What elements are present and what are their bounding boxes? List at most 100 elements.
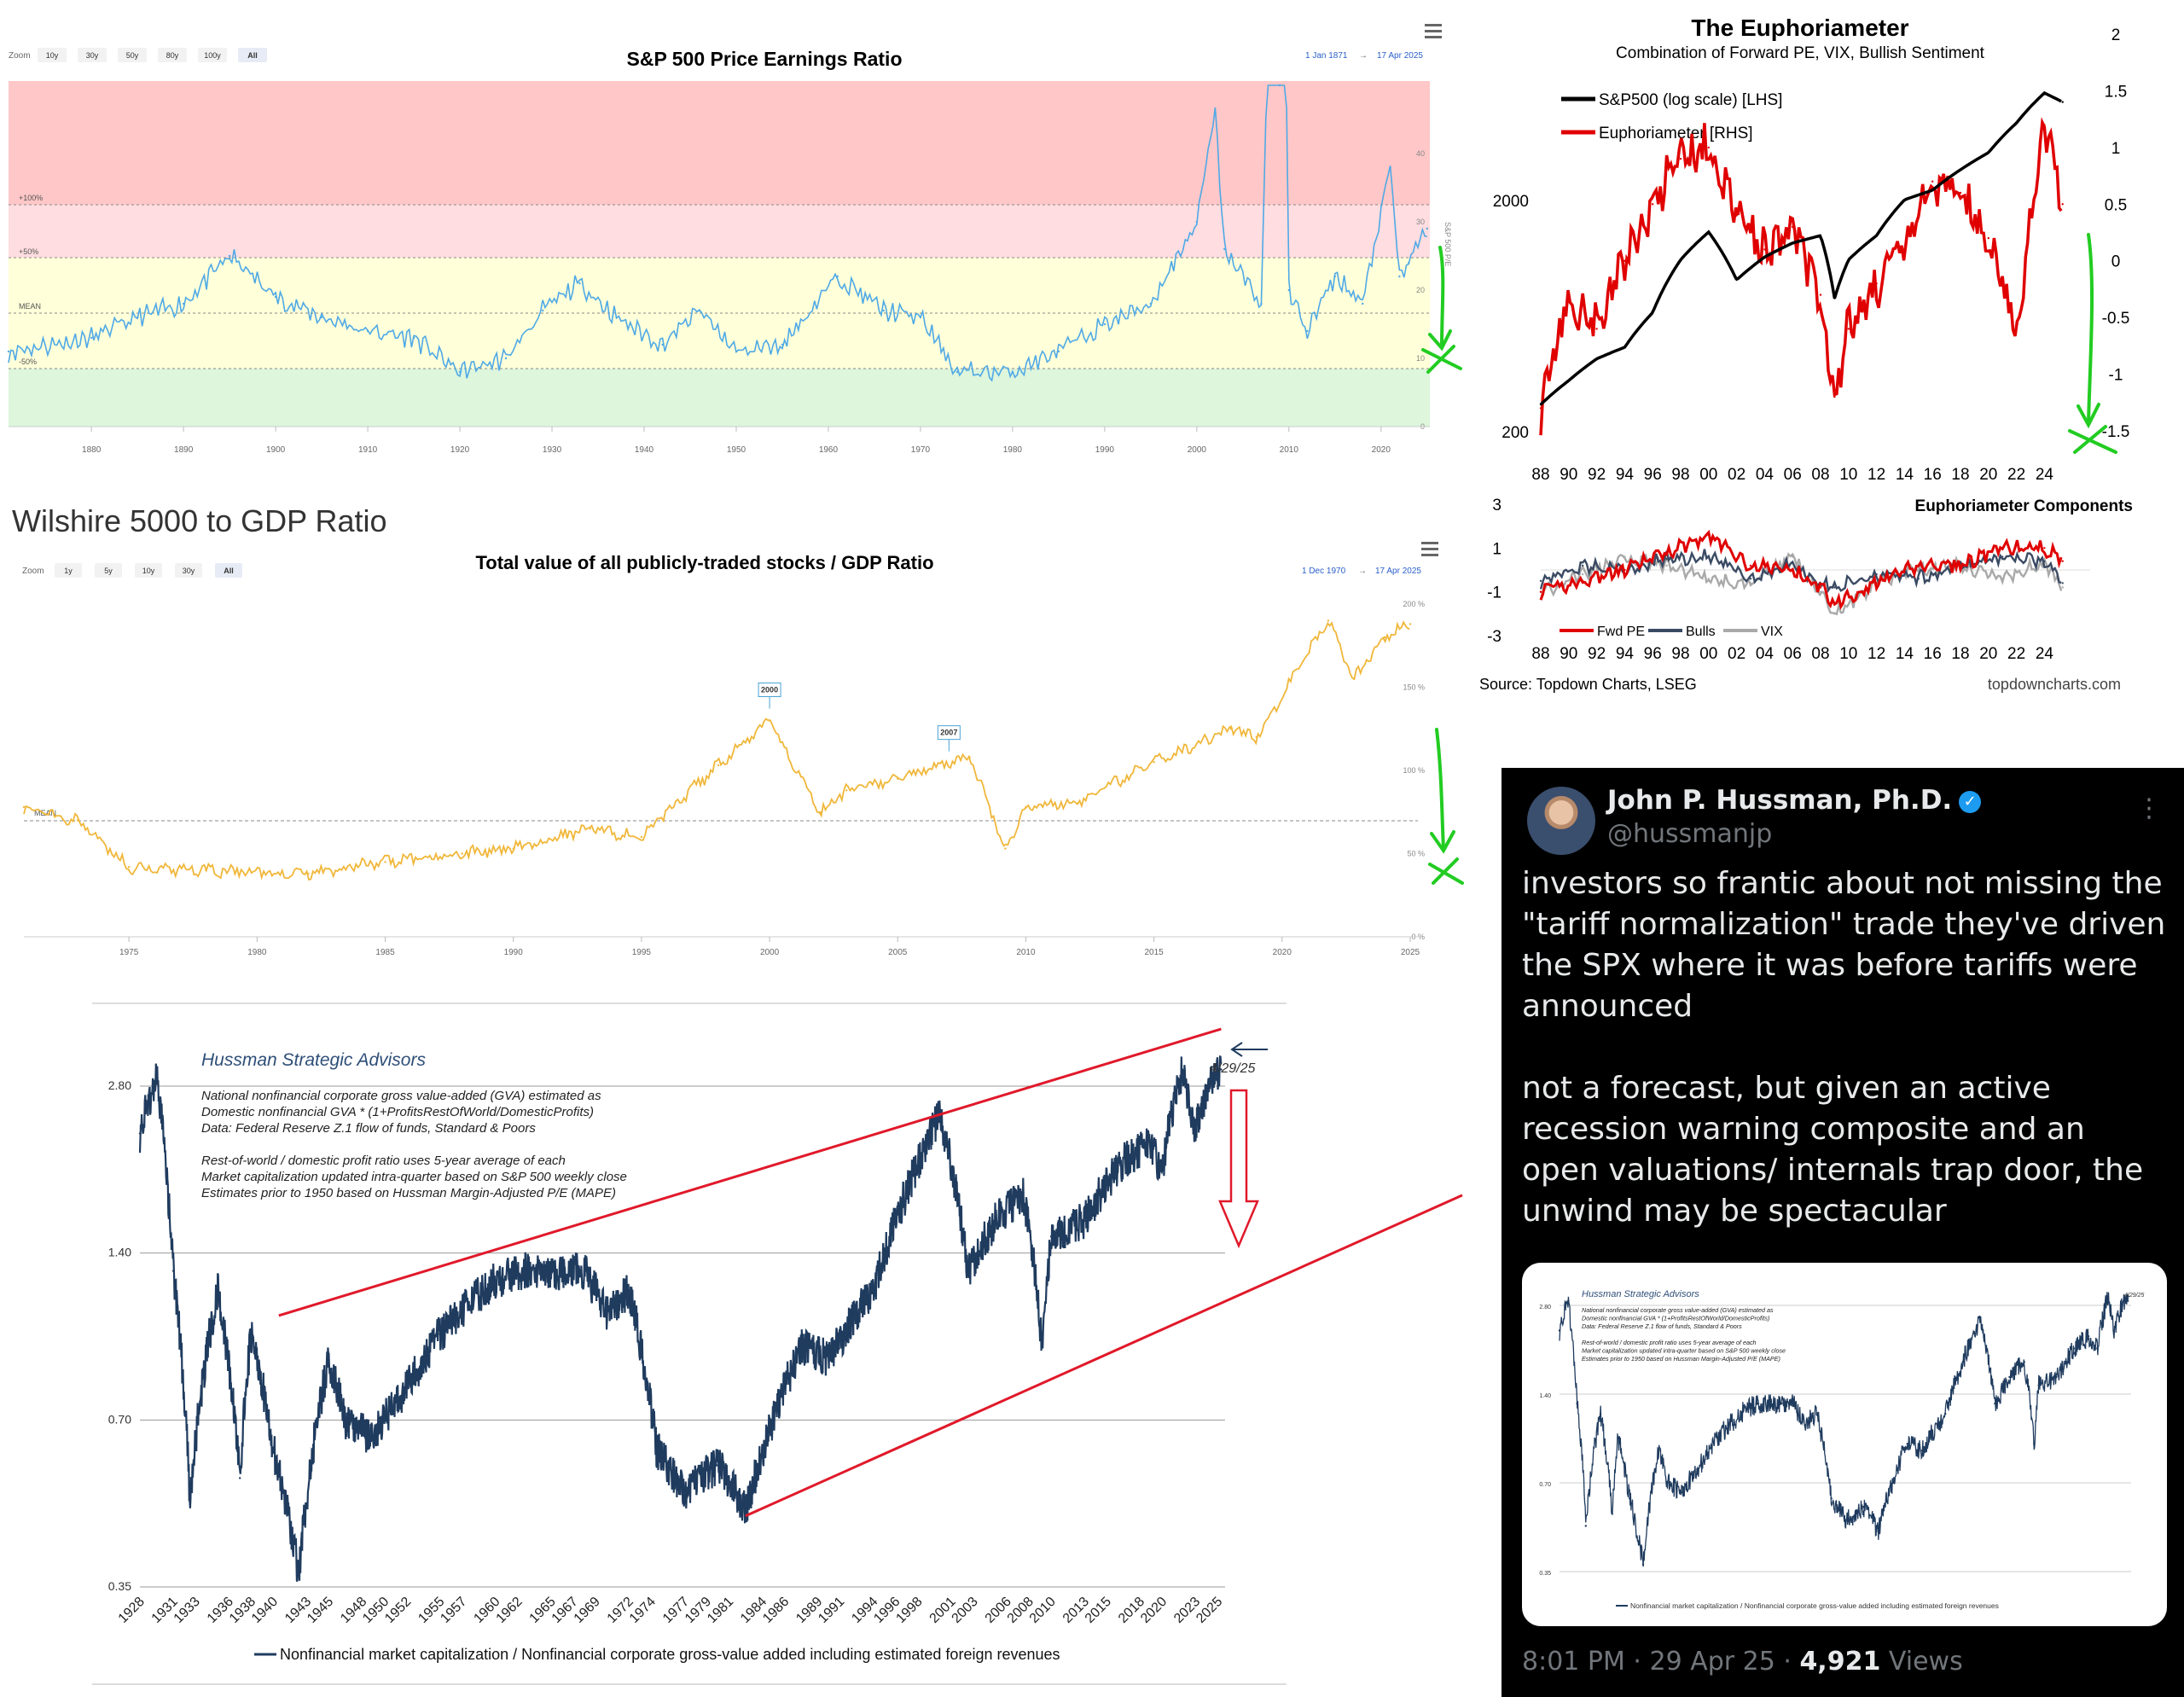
more-options-icon[interactable]: ⋮ bbox=[2136, 793, 2162, 823]
components-series bbox=[1539, 529, 2064, 616]
avatar[interactable] bbox=[1527, 787, 1595, 855]
zoom-button[interactable]: 100y bbox=[198, 48, 227, 62]
comp-legend-fwdpe: Fwd PE bbox=[1597, 625, 1645, 639]
y-tick-label: 2.80 bbox=[108, 1078, 131, 1092]
pe-line bbox=[8, 84, 1427, 382]
pe-date-to[interactable]: 17 Apr 2025 bbox=[1377, 51, 1423, 61]
component-point bbox=[1875, 582, 1878, 584]
zoom-button[interactable]: 30y bbox=[175, 563, 202, 578]
right-tick-label: -0.5 bbox=[2102, 310, 2130, 328]
author-handle[interactable]: @hussmanjp bbox=[1607, 819, 1773, 849]
wilshire-point bbox=[845, 789, 848, 792]
hussman-point bbox=[1757, 1402, 1760, 1405]
wilshire-point bbox=[128, 865, 131, 869]
zoom-button-bg bbox=[55, 563, 82, 578]
eu-series bbox=[1539, 90, 2064, 436]
zoom-button[interactable]: All bbox=[215, 563, 242, 578]
pe-point bbox=[956, 370, 959, 374]
hussman-point bbox=[655, 1448, 658, 1450]
eu-left-axis: 2000 200 bbox=[1493, 193, 1529, 442]
hussman-point bbox=[2008, 1375, 2011, 1379]
right-tick-label: -1.5 bbox=[2102, 423, 2130, 441]
left-tick-label: 2000 bbox=[1493, 193, 1529, 211]
hussman-point bbox=[344, 1419, 347, 1421]
wl-date-to[interactable]: 17 Apr 2025 bbox=[1375, 567, 1421, 576]
hussman-point bbox=[1961, 1361, 1964, 1363]
hussman-point bbox=[772, 1419, 775, 1421]
zoom-button[interactable]: 10y bbox=[38, 48, 67, 62]
x-tick-label: 12 bbox=[1867, 466, 1885, 484]
pe-date-from[interactable]: 1 Jan 1871 bbox=[1305, 51, 1348, 61]
zoom-button-bg bbox=[78, 48, 107, 62]
wl-date-from[interactable]: 1 Dec 1970 bbox=[1302, 567, 1346, 576]
tweet-time[interactable]: 8:01 PM · 29 Apr 25 · bbox=[1522, 1647, 1792, 1677]
comp-x-tick-label: 08 bbox=[1811, 645, 1829, 663]
wilshire-x-axis-ticks: 1975 1980 1985 1990 1995 2000 2005 2010 2015 2020… bbox=[119, 937, 1420, 957]
embed-notes: National nonfinancial corporate gross va… bbox=[1582, 1306, 1786, 1363]
zoom-button[interactable]: 50y bbox=[118, 48, 147, 62]
band-lines bbox=[9, 204, 1430, 369]
x-tick-label: 2020 bbox=[1273, 948, 1292, 957]
zoom-button[interactable]: 10y bbox=[135, 563, 162, 578]
zoom-button[interactable]: 30y bbox=[78, 48, 107, 62]
wilshire-point bbox=[1352, 677, 1356, 680]
hamburger-menu-icon[interactable] bbox=[1421, 542, 1438, 556]
component-point bbox=[1833, 613, 1836, 615]
zoom-button[interactable]: 80y bbox=[158, 48, 187, 62]
pe-point bbox=[1011, 370, 1014, 374]
comp-x-tick-label: 88 bbox=[1531, 645, 1549, 663]
x-tick-label: 18 bbox=[1951, 466, 1969, 484]
component-point bbox=[2001, 578, 2004, 580]
hussman-point bbox=[1567, 1299, 1570, 1302]
hussman-point bbox=[2037, 1384, 2040, 1386]
x-tick-label: 00 bbox=[1699, 466, 1717, 484]
eu-title: The Euphoriameter bbox=[1691, 15, 1908, 41]
hussman-point bbox=[217, 1289, 219, 1292]
zoom-button[interactable]: 1y bbox=[55, 563, 82, 578]
x-tick-label: 1900 bbox=[266, 445, 286, 455]
author-name-text: John P. Hussman, Ph.D. bbox=[1607, 785, 1953, 816]
left-tick-label: 200 bbox=[1502, 424, 1529, 442]
author-name[interactable]: John P. Hussman, Ph.D. ✓ bbox=[1607, 785, 1982, 816]
hussman-point bbox=[1815, 1412, 1818, 1415]
sp500-point bbox=[1819, 234, 1822, 237]
zoom-button[interactable]: 5y bbox=[95, 563, 122, 578]
component-point bbox=[2001, 555, 2004, 558]
euphoria-point bbox=[1847, 328, 1850, 330]
hussman-point bbox=[717, 1464, 719, 1467]
y-tick-label: 0.70 bbox=[108, 1412, 131, 1426]
hussman-point bbox=[1041, 1345, 1043, 1348]
lower-trendline bbox=[745, 1194, 1463, 1518]
wilshire-point bbox=[307, 872, 310, 875]
embed-date-marker: 4/29/25 bbox=[2124, 1293, 2144, 1299]
euphoria-point bbox=[1987, 236, 1989, 240]
wilshire-point bbox=[384, 861, 386, 863]
wilshire-point bbox=[640, 835, 643, 839]
zoom-button-label: 100y bbox=[204, 51, 221, 60]
euphoria-point bbox=[1679, 157, 1682, 160]
sp500-point bbox=[2015, 122, 2018, 125]
pe-point bbox=[1287, 288, 1291, 292]
hamburger-menu-icon[interactable] bbox=[1425, 24, 1442, 38]
zoom-button-bg bbox=[95, 563, 122, 578]
band-high bbox=[9, 205, 1430, 258]
sp500-point bbox=[1707, 230, 1710, 234]
y-tick-label: 50 % bbox=[1407, 850, 1425, 858]
right-tick-label: 0 bbox=[2111, 253, 2121, 271]
wilshire-point bbox=[1327, 619, 1330, 622]
hussman-point bbox=[1994, 1402, 1996, 1405]
eu-website[interactable]: topdowncharts.com bbox=[1988, 676, 2121, 693]
euphoria-point bbox=[1652, 203, 1654, 206]
pe-point bbox=[698, 309, 700, 312]
x-tick-label: 1970 bbox=[911, 445, 931, 455]
pe-point bbox=[1389, 166, 1391, 169]
green-arrow-icon bbox=[1421, 246, 1462, 374]
note-line: Market capitalization updated intra-quar… bbox=[1582, 1347, 1786, 1355]
wilshire-heading: Wilshire 5000 to GDP Ratio bbox=[12, 503, 387, 538]
x-tick-label: 1974 bbox=[627, 1595, 659, 1626]
x-tick-label: 1969 bbox=[572, 1595, 603, 1626]
tweet-embedded-image[interactable]: Hussman Strategic Advisors 2.80 1.40 0.70 0… bbox=[1522, 1263, 2167, 1626]
zoom-buttons: 1y 5y 10y 30y All bbox=[55, 563, 242, 578]
zoom-button[interactable]: All bbox=[238, 48, 267, 62]
hussman-point bbox=[1220, 1068, 1223, 1071]
